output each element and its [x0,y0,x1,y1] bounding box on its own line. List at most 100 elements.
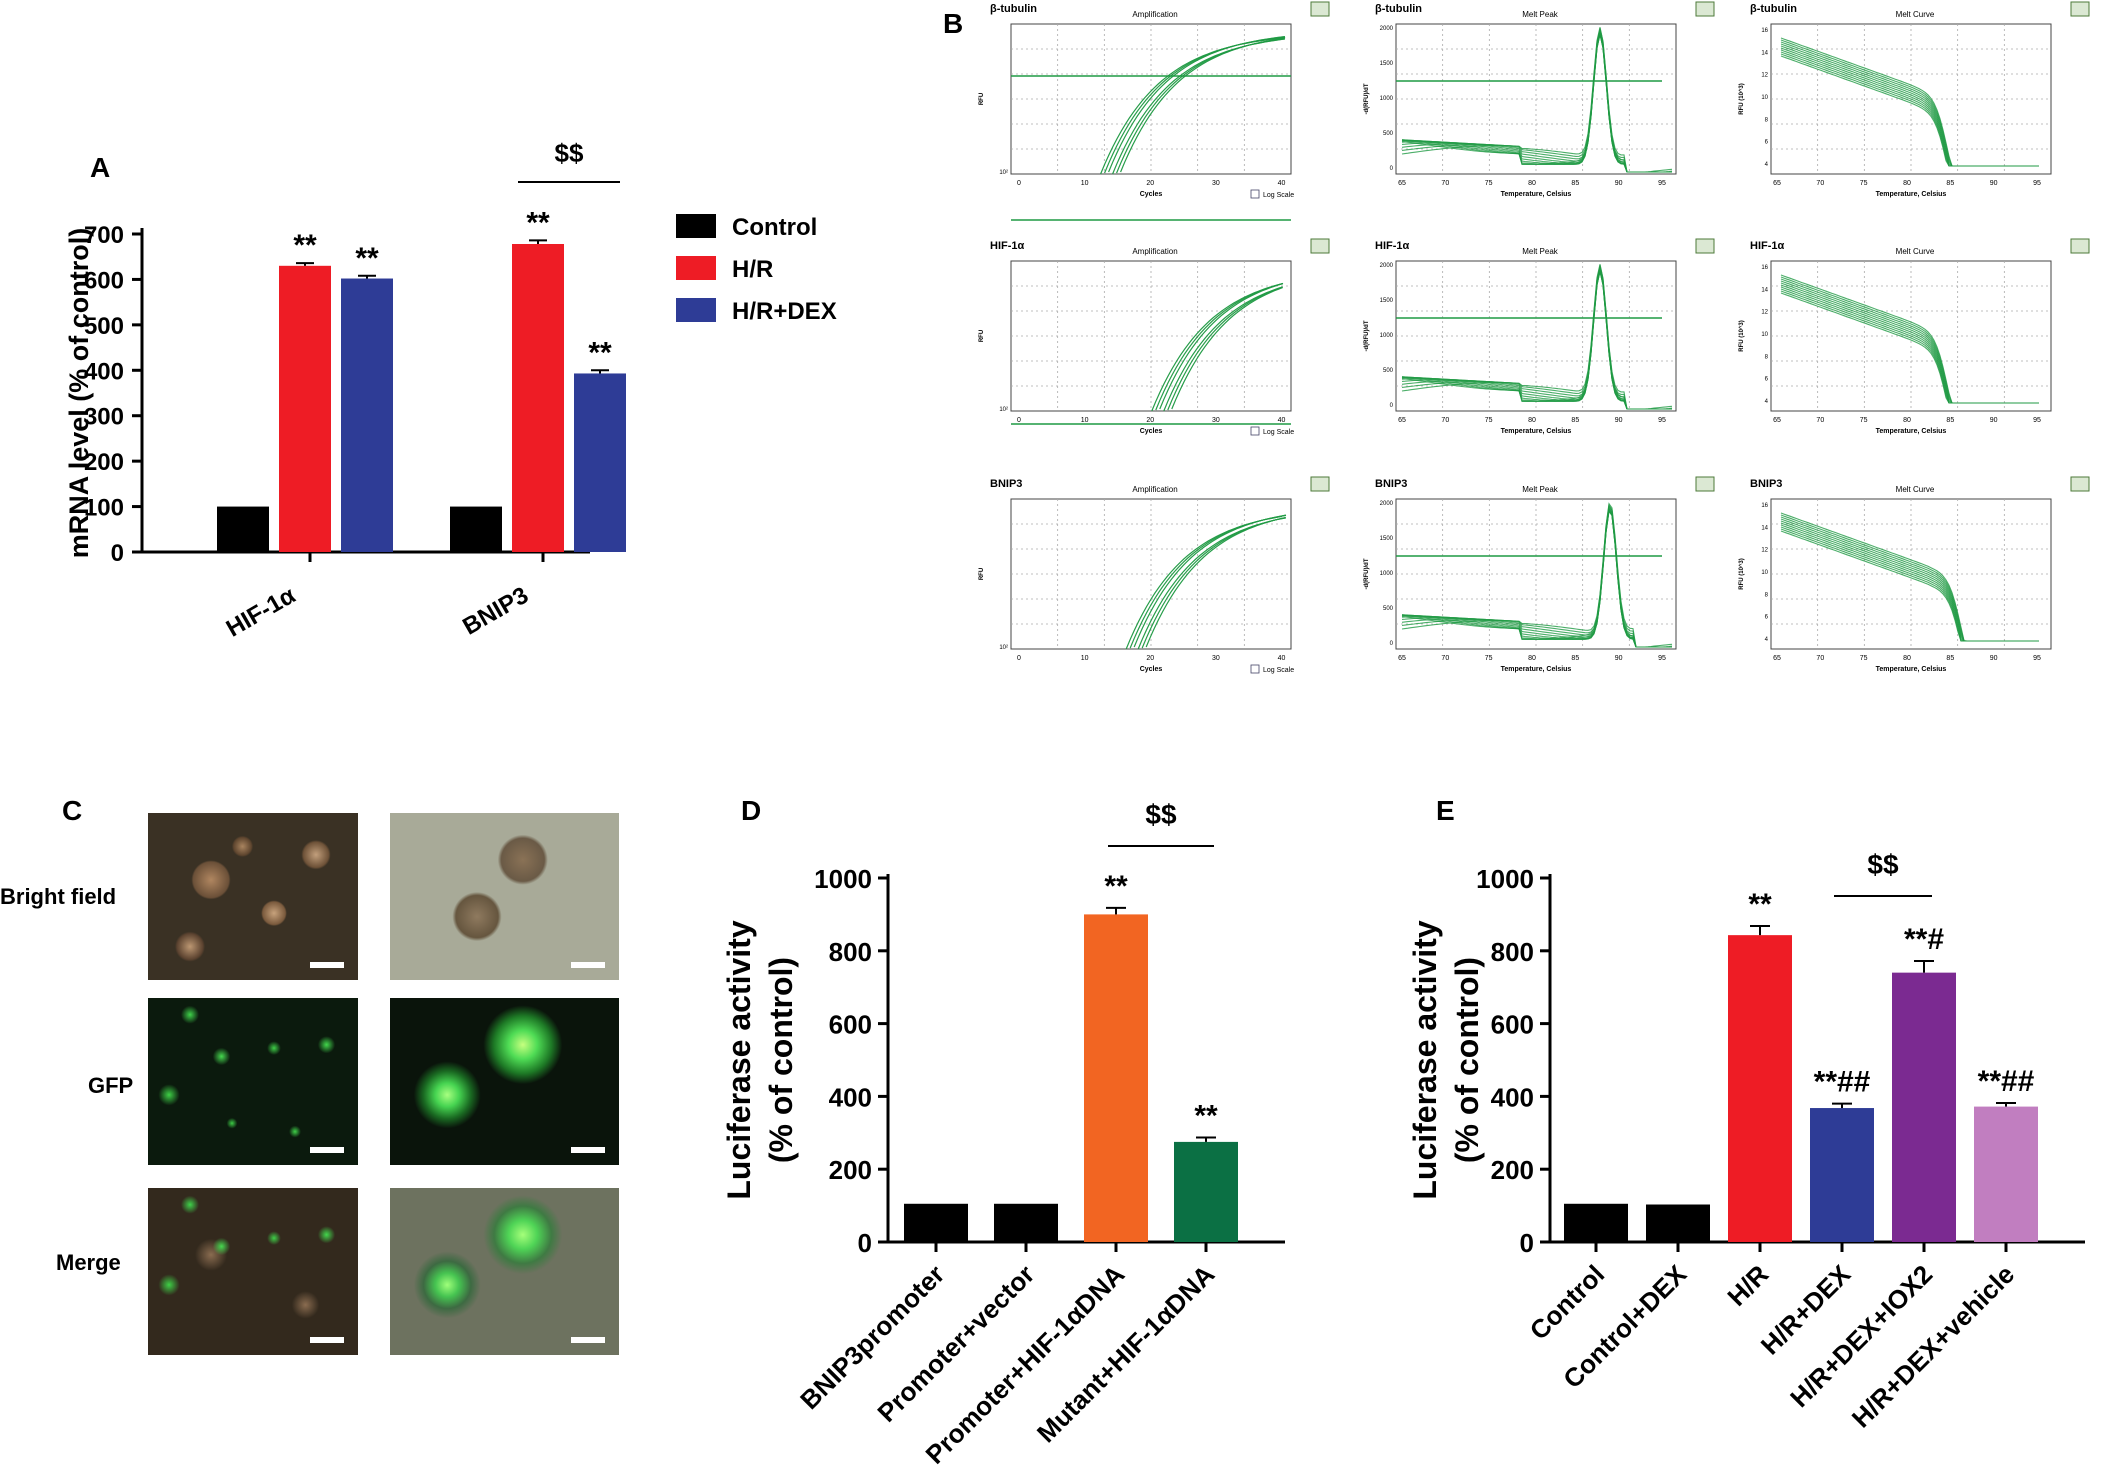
y-axis-label: mRNA level (% of control) [64,228,94,559]
log-scale-checkbox [1250,189,1260,199]
qpcr-y-tick: 1000 [1380,96,1394,102]
qpcr-y-tick: 6 [1765,615,1769,621]
qpcr-x-tick: 20 [1146,180,1154,187]
x-tick-label: BNIP3 [458,582,533,641]
qpcr-x-tick: 95 [2033,180,2041,187]
qpcr-y-tick: 12 [1761,73,1768,79]
qpcr-x-tick: 40 [1278,180,1286,187]
x-tick-label: Promoter+vector [871,1259,1040,1428]
qpcr-y-tick: 12 [1761,548,1768,554]
qpcr-y-tick: 4 [1765,162,1769,168]
y-axis-label: (% of control) [1449,957,1485,1163]
bar [1646,1204,1710,1242]
panel-label-a: A [90,152,111,183]
scale-bar [571,962,605,968]
scale-bar [310,1337,344,1343]
row-label-bright-field: Bright field [0,884,117,909]
y-tick-label: 1000 [814,864,872,894]
y-tick-label: 0 [1520,1228,1534,1258]
bar [1892,972,1956,1242]
qpcr-plot-title: Melt Curve [1896,485,1935,494]
qpcr-x-tick: 95 [2033,655,2041,662]
qpcr-y-tick: 4 [1765,637,1769,643]
bar [904,1203,968,1242]
qpcr-y-tick: 500 [1383,368,1394,374]
qpcr-x-tick: 95 [1658,180,1666,187]
panel-label-c: C [62,795,83,826]
qpcr-x-tick: 20 [1146,655,1154,662]
qpcr-x-tick: 10 [1081,655,1089,662]
qpcr-x-label: Cycles [1140,666,1163,673]
qpcr-y-tick: 14 [1761,287,1768,293]
x-tick-label: H/R+DEX+IOX2 [1784,1259,1938,1413]
qpcr-x-tick: 90 [1615,417,1623,424]
qpcr-y-tick: 8 [1765,354,1769,360]
qpcr-plot: BNIP3 Melt Peak -d(RFU)/dT Temperature, Cel… [1364,476,1715,673]
qpcr-plot-title: Melt Curve [1896,247,1935,256]
y-tick-label: 0 [111,540,124,567]
qpcr-gene-label: BNIP3 [1375,478,1407,490]
bar [574,373,626,552]
bar [994,1203,1058,1242]
qpcr-plot: HIF-1α Melt Peak -d(RFU)/dT Temperature, Ce… [1364,238,1715,435]
micrograph-merge-low [148,1188,358,1355]
legend-swatch [676,256,716,280]
legend-label: H/R+DEX [732,298,837,325]
qpcr-x-tick: 95 [2033,417,2041,424]
qpcr-y-tick: 2000 [1380,263,1394,269]
qpcr-plot-title: Amplification [1132,485,1177,494]
qpcr-x-label: Temperature, Celsius [1876,428,1947,435]
qpcr-plot: β-tubulin Melt Peak -d(RFU)/dT Temperature,… [1364,1,1715,198]
qpcr-x-tick: 85 [1571,655,1579,662]
qpcr-plot-title: Amplification [1132,247,1177,256]
qpcr-x-tick: 90 [1990,180,1998,187]
qpcr-y-tick: 10² [999,407,1008,413]
qpcr-gene-label: β-tubulin [1750,3,1797,15]
qpcr-x-tick: 70 [1441,655,1449,662]
chart-d: 0 200 400 600 800 1000 Luciferase activity (% o… [721,799,1285,1470]
bracket-label: $$ [1145,799,1177,830]
y-tick-label: 200 [84,449,124,476]
qpcr-x-tick: 75 [1485,417,1493,424]
qpcr-y-tick: 6 [1765,140,1769,146]
chart-icon [1695,1,1715,17]
y-tick-label: 800 [829,937,872,967]
qpcr-x-tick: 80 [1903,180,1911,187]
qpcr-x-label: Cycles [1140,191,1163,198]
significance-label: ** [1104,870,1128,903]
y-tick-label: 300 [84,404,124,431]
legend-swatch [676,214,716,238]
qpcr-x-tick: 65 [1398,655,1406,662]
qpcr-plot: HIF-1α Melt Curve RFU (10^3) Temperature, C… [1739,238,2090,435]
melt-peak-curve [1401,265,1673,410]
qpcr-y-tick: 10² [999,170,1008,176]
scale-bar [571,1337,605,1343]
qpcr-y-tick: 2000 [1380,501,1394,507]
bar [450,506,502,552]
micrograph-bright-field-high [390,813,619,980]
qpcr-y-tick: 16 [1761,28,1768,34]
qpcr-y-label: RFU [979,330,985,342]
melt-peak-curve [1402,509,1672,648]
y-tick-label: 700 [84,222,124,249]
amplification-curve [1133,514,1287,648]
y-tick-label: 200 [829,1155,872,1185]
chart-icon [1310,476,1330,492]
qpcr-y-tick: 4 [1765,399,1769,405]
qpcr-x-tick: 75 [1860,417,1868,424]
qpcr-plot: BNIP3 Melt Curve RFU (10^3) Temperature, Ce… [1739,476,2090,673]
significance-label: ** [588,336,612,369]
qpcr-x-label: Temperature, Celsius [1501,428,1572,435]
qpcr-plot-title: Melt Curve [1896,10,1935,19]
qpcr-y-label: RFU [979,568,985,580]
bar [1564,1203,1628,1242]
qpcr-x-tick: 80 [1528,655,1536,662]
significance-label: **## [1978,1065,2035,1098]
bar [1084,914,1148,1242]
qpcr-x-tick: 90 [1990,417,1998,424]
y-tick-label: 600 [84,267,124,294]
amplification-curve [1163,286,1283,412]
qpcr-x-label: Temperature, Celsius [1876,191,1947,198]
bar [1728,935,1792,1242]
amplification-curve [1145,516,1286,648]
